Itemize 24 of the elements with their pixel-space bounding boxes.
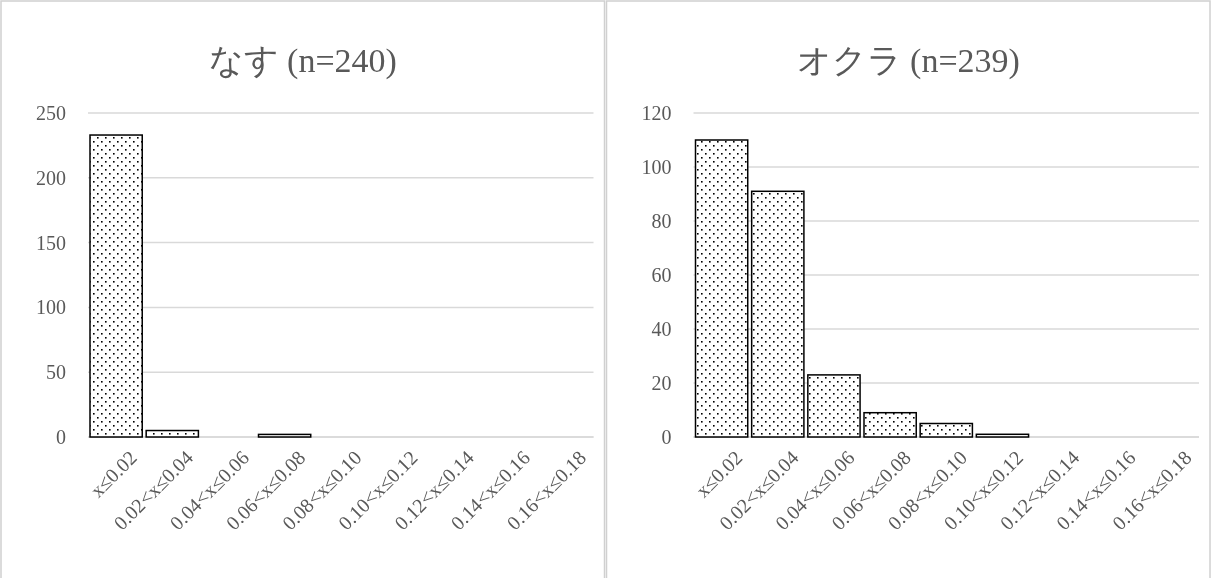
chart-title: なす (n=240) [208, 42, 397, 80]
y-tick-label: 120 [641, 102, 672, 124]
y-tick-label: 250 [36, 102, 66, 124]
bar [145, 429, 200, 438]
bar [257, 433, 312, 438]
y-tick-label: 0 [661, 426, 672, 448]
chart-title: オクラ (n=239) [796, 42, 1020, 80]
bar [694, 139, 749, 438]
y-tick-label: 0 [56, 426, 66, 448]
y-tick-label: 200 [36, 166, 66, 189]
y-tick-label: 20 [651, 372, 672, 394]
bar [975, 433, 1030, 438]
y-tick-label: 80 [651, 210, 672, 232]
bar [89, 134, 143, 438]
y-tick-label: 60 [651, 264, 672, 286]
bar [863, 411, 917, 438]
bar [807, 374, 861, 438]
y-tick-label: 100 [641, 156, 672, 178]
bar [750, 190, 805, 438]
y-tick-label: 40 [651, 318, 672, 340]
y-tick-label: 100 [36, 296, 66, 319]
bar [919, 422, 974, 438]
y-tick-label: 50 [46, 361, 66, 384]
y-tick-label: 150 [36, 231, 66, 254]
